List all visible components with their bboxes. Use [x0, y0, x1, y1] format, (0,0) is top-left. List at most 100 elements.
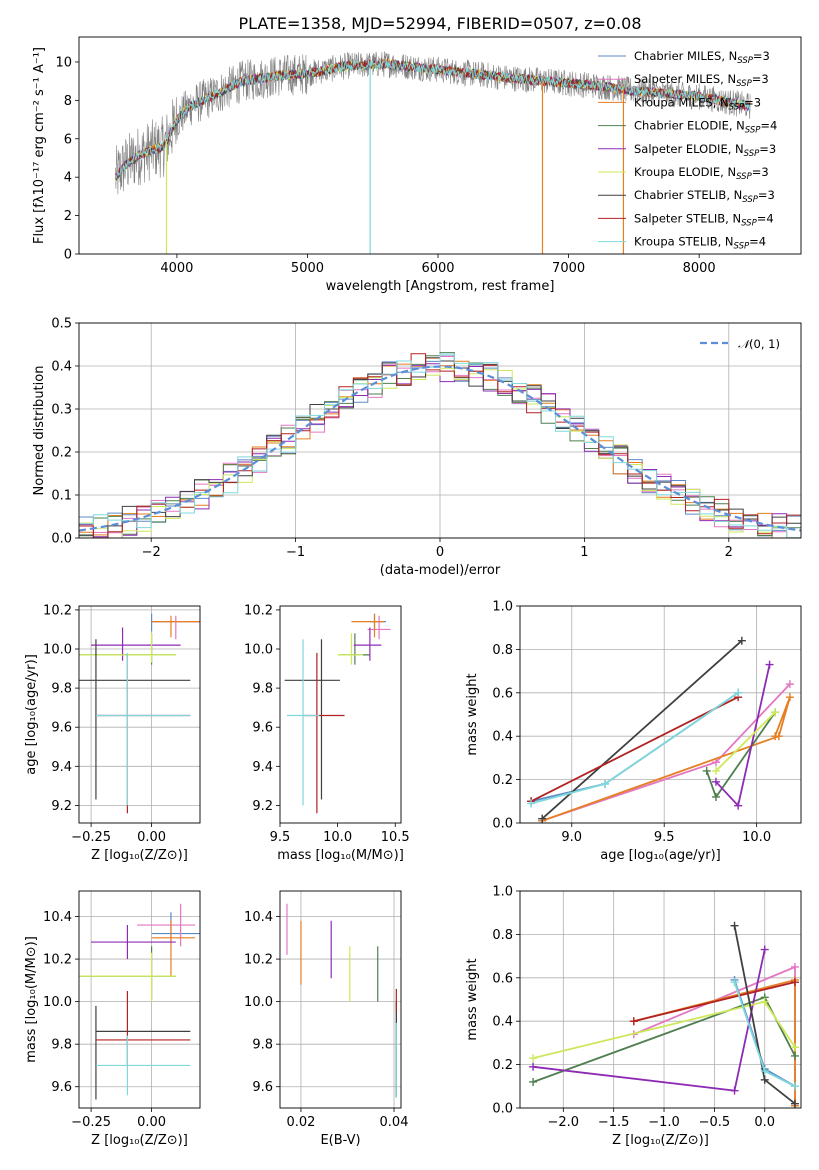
weight-marker	[790, 978, 799, 987]
weight-marker	[538, 814, 547, 823]
y-tick-label: 0.6	[492, 686, 513, 701]
weight-marker	[711, 766, 720, 775]
y-tick-label: 9.6	[252, 1080, 273, 1095]
y-tick-label: 10.2	[43, 603, 72, 618]
weight-marker	[790, 1051, 799, 1060]
histogram-7	[79, 353, 801, 538]
x-tick-label: 0.00	[137, 830, 166, 845]
y-tick-label: 9.2	[51, 799, 72, 814]
y-tick-label: 0.3	[51, 403, 72, 418]
weight-marker	[527, 799, 536, 808]
x-tick-label: 0	[436, 545, 444, 560]
y-axis-label: age [log₁₀(age/yr)]	[24, 654, 39, 775]
y-tick-label: 9.8	[252, 1038, 273, 1053]
x-tick-label: 4000	[160, 261, 193, 276]
weight-marker	[730, 921, 739, 930]
x-axis-label: E(B-V)	[320, 1133, 360, 1148]
weight-marker	[529, 1062, 538, 1071]
weight-line-3	[705, 711, 776, 799]
x-tick-label: −0.25	[71, 830, 111, 845]
weight-marker	[785, 680, 794, 689]
legend-label: 𝒩(0, 1)	[738, 337, 780, 351]
y-axis-label: mass weight	[465, 673, 480, 755]
x-tick-label: 10.5	[381, 830, 410, 845]
y-tick-label: 9.6	[51, 721, 72, 736]
x-tick-label: 10.0	[742, 830, 771, 845]
x-tick-label: 5000	[291, 261, 324, 276]
y-tick-label: 9.8	[51, 1038, 72, 1053]
x-tick-label: −2.0	[548, 1115, 580, 1130]
x-axis-label: Z [log₁₀(Z/Z⊙)]	[91, 848, 188, 863]
weight-marker	[771, 708, 780, 717]
histogram-5	[79, 367, 801, 538]
weight-marker	[737, 636, 746, 645]
weight-marker	[711, 777, 720, 786]
x-tick-label: 2	[725, 545, 733, 560]
weight-line-6	[541, 640, 743, 820]
axes-frame	[279, 890, 402, 1109]
legend-label: Chabrier MILES, NSSP=3	[634, 49, 770, 66]
x-tick-label: 0.00	[137, 1115, 166, 1130]
x-axis-label: Z [log₁₀(Z/Z⊙)]	[91, 1133, 188, 1148]
y-tick-label: 0.0	[492, 1102, 513, 1117]
y-tick-label: 10.2	[244, 603, 273, 618]
weight-marker	[771, 732, 780, 741]
weight-marker	[760, 1067, 769, 1076]
y-tick-label: 10.0	[244, 995, 273, 1010]
plot-area	[79, 613, 200, 814]
panel-spectrum: 4000 5000 6000 7000 8000 0 2 4 6 8 10 wavelength [A…	[32, 14, 802, 294]
y-tick-label: 8	[64, 94, 72, 109]
axes-frame	[78, 36, 802, 255]
x-tick-label: 0.04	[380, 1115, 409, 1130]
y-tick-label: 0.2	[492, 773, 513, 788]
y-tick-label: 10.0	[43, 995, 72, 1010]
y-tick-label: 10.4	[43, 910, 72, 925]
y-tick-label: 0.2	[492, 1058, 513, 1073]
weight-marker	[790, 962, 799, 971]
y-tick-label: 10.2	[244, 953, 273, 968]
legend-label: Salpeter MILES, NSSP=3	[634, 72, 769, 89]
chart-title: PLATE=1358, MJD=52994, FIBERID=0507, z=0…	[238, 14, 641, 33]
y-tick-label: 9.8	[252, 682, 273, 697]
y-tick-label: 1.0	[492, 885, 513, 900]
x-tick-label: −1	[286, 545, 305, 560]
legend-label: Salpeter STELIB, NSSP=4	[634, 211, 774, 228]
y-axis-label: Flux [fλ10⁻¹⁷ erg cm⁻² s⁻¹ A⁻¹]	[32, 47, 47, 244]
y-tick-label: 10.2	[43, 953, 72, 968]
y-tick-label: 9.6	[51, 1080, 72, 1095]
weight-marker	[529, 1054, 538, 1063]
y-tick-label: 9.4	[252, 760, 273, 775]
y-tick-label: 0.5	[51, 317, 72, 332]
x-tick-label: −0.5	[699, 1115, 731, 1130]
x-axis-label: wavelength [Angstrom, rest frame]	[326, 279, 555, 294]
y-tick-label: 10.0	[244, 643, 273, 658]
panel-mass-vs-ebv: 0.02 0.04 9.6 9.8 10.0 10.2 10.4 E(B-V)	[244, 890, 409, 1148]
y-tick-label: 0.6	[492, 971, 513, 986]
model-line-8	[115, 59, 751, 180]
weight-line-7	[633, 981, 796, 1023]
x-tick-label: 7000	[552, 261, 585, 276]
y-tick-label: 0.4	[492, 1015, 513, 1030]
axes-frame	[78, 322, 802, 539]
y-tick-label: 0.8	[492, 643, 513, 658]
legend: Chabrier MILES, NSSP=3 Salpeter MILES, NS…	[598, 49, 777, 252]
weight-marker	[790, 1043, 799, 1052]
y-axis-label: Normed distribution	[32, 366, 47, 496]
y-axis-label: mass weight	[465, 958, 480, 1040]
x-tick-label: 0.02	[286, 1115, 315, 1130]
x-tick-label: −0.25	[71, 1115, 111, 1130]
axes-frame	[279, 605, 402, 824]
plot-area	[284, 613, 391, 814]
weight-marker	[711, 792, 720, 801]
panel-age-vs-mass: 9.5 10.0 10.5 9.2 9.4 9.6 9.8 10.0 10.2 mass [log…	[244, 603, 410, 863]
weight-marker	[734, 801, 743, 810]
weight-marker	[760, 997, 769, 1006]
axes-frame	[78, 890, 201, 1109]
x-tick-label: −2	[142, 545, 161, 560]
x-tick-label: 8000	[683, 261, 716, 276]
y-tick-label: 4	[64, 171, 72, 186]
x-tick-label: 9.5	[654, 830, 675, 845]
weight-marker	[790, 1082, 799, 1091]
plot-area	[529, 921, 799, 1108]
panel-weight-vs-Z: −2.0 −1.5 −1.0 −0.5 0.0 0.0 0.2 0.4 0.6 0.8 1.0 Z […	[465, 885, 802, 1148]
